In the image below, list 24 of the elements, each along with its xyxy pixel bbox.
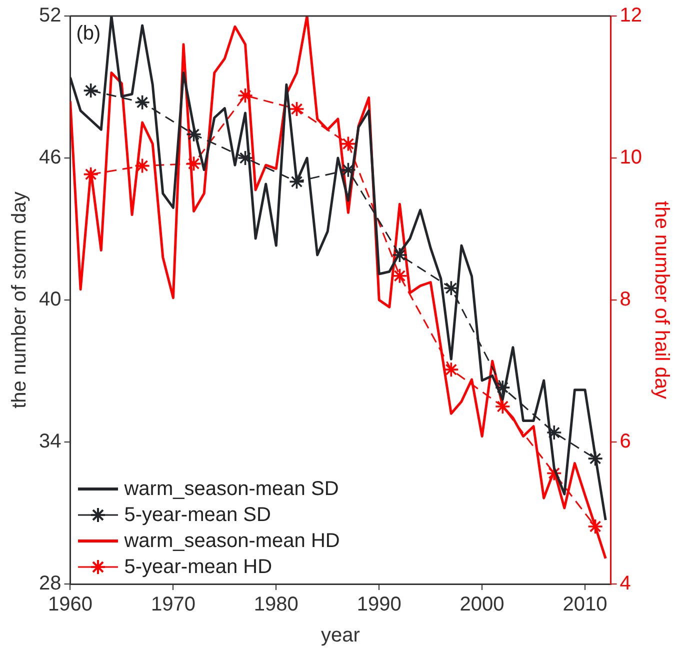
annotation: (b)	[76, 22, 101, 45]
y-tick-label: 28	[38, 572, 62, 595]
x-tick-label: 2010	[562, 594, 608, 616]
y2-tick-label: 12	[620, 4, 642, 27]
y2-axis-title: the number of hail day	[650, 201, 672, 399]
y-axis-title: the number of storm day	[8, 192, 31, 408]
x-axis-title: year	[321, 624, 360, 647]
y2-tick-label: 6	[620, 430, 631, 453]
legend-label: warm_season-mean HD	[124, 529, 340, 554]
x-tick-label: 2000	[460, 594, 504, 616]
y2-tick-label: 8	[620, 288, 631, 311]
legend-label: 5-year-mean HD	[124, 555, 272, 580]
x-tick-label: 1990	[356, 594, 402, 616]
y-tick-label: 40	[38, 288, 62, 311]
legend-label: warm_season-mean SD	[124, 477, 339, 502]
legend-label: 5-year-mean SD	[124, 503, 271, 528]
y2-tick-label: 10	[620, 146, 642, 169]
x-tick-label: 1970	[150, 594, 196, 616]
y-tick-label: 34	[38, 430, 62, 453]
y-tick-label: 46	[38, 146, 62, 169]
y-tick-label: 52	[38, 4, 62, 27]
y2-tick-label: 4	[620, 572, 631, 595]
x-tick-label: 1960	[48, 594, 92, 616]
x-tick-label: 1980	[254, 594, 298, 616]
